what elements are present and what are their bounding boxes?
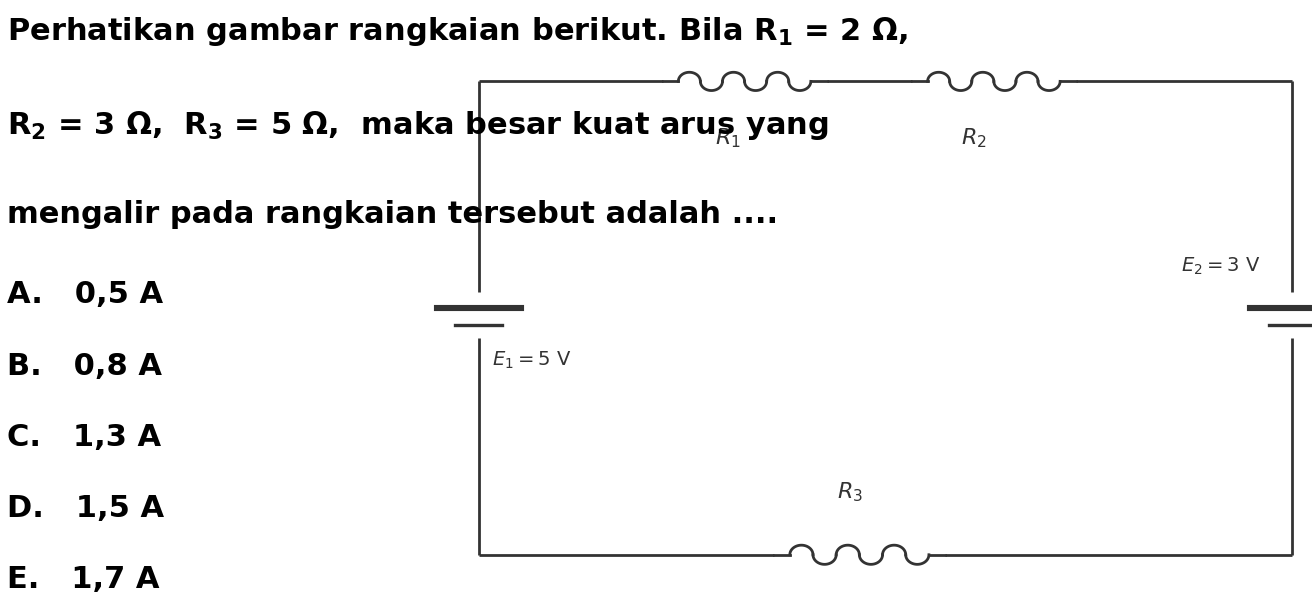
Text: $E_2 = 3\ \mathrm{V}$: $E_2 = 3\ \mathrm{V}$ bbox=[1181, 256, 1261, 277]
Text: $R_2$: $R_2$ bbox=[960, 127, 987, 150]
Text: D.   1,5 A: D. 1,5 A bbox=[7, 494, 164, 523]
Text: $R_1$: $R_1$ bbox=[715, 127, 741, 150]
Text: $E_1 = 5\ \mathrm{V}$: $E_1 = 5\ \mathrm{V}$ bbox=[492, 350, 572, 371]
Text: C.   1,3 A: C. 1,3 A bbox=[7, 423, 160, 452]
Text: A.   0,5 A: A. 0,5 A bbox=[7, 280, 163, 309]
Text: $\mathbf{R_2}$ = 3 $\mathbf{\Omega}$,  $\mathbf{R_3}$ = 5 $\mathbf{\Omega}$,  ma: $\mathbf{R_2}$ = 3 $\mathbf{\Omega}$, $\… bbox=[7, 109, 828, 142]
Text: E.   1,7 A: E. 1,7 A bbox=[7, 565, 159, 594]
Text: B.   0,8 A: B. 0,8 A bbox=[7, 352, 161, 380]
Text: mengalir pada rangkaian tersebut adalah ....: mengalir pada rangkaian tersebut adalah … bbox=[7, 200, 778, 229]
Text: $R_3$: $R_3$ bbox=[837, 480, 863, 504]
Text: Perhatikan gambar rangkaian berikut. Bila $\mathbf{R_1}$ = 2 $\mathbf{\Omega}$,: Perhatikan gambar rangkaian berikut. Bil… bbox=[7, 15, 908, 48]
